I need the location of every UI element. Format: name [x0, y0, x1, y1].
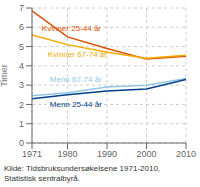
svg-text:1980: 1980 [58, 149, 78, 159]
svg-text:1: 1 [19, 119, 24, 129]
html-text:Statistisk sentralbyrå.: Statistisk sentralbyrå. [4, 174, 80, 183]
svg-text:6: 6 [19, 22, 24, 32]
svg-text:Menn 25-44 år: Menn 25-44 år [50, 100, 102, 109]
svg-text:1990: 1990 [97, 149, 117, 159]
svg-text:1971: 1971 [22, 149, 42, 159]
svg-text:5: 5 [19, 42, 24, 52]
svg-text:4: 4 [19, 61, 24, 71]
svg-text:2000: 2000 [136, 149, 156, 159]
svg-text:Kvinner 25-44 år: Kvinner 25-44 år [42, 24, 101, 33]
svg-text:Menn 67-74 år: Menn 67-74 år [50, 75, 102, 84]
html-text:Kilde: Tidsbruksundersøkelsene: Kilde: Tidsbruksundersøkelsene 1971-2010… [4, 164, 161, 173]
svg-text:7: 7 [19, 3, 24, 13]
svg-text:0: 0 [19, 138, 24, 148]
svg-text:2010: 2010 [176, 149, 192, 159]
svg-text:3: 3 [19, 80, 24, 90]
svg-text:Timer: Timer [8, 64, 9, 87]
svg-text:Kvinner 67-74 år: Kvinner 67-74 år [48, 50, 107, 59]
svg-text:2: 2 [19, 100, 24, 110]
